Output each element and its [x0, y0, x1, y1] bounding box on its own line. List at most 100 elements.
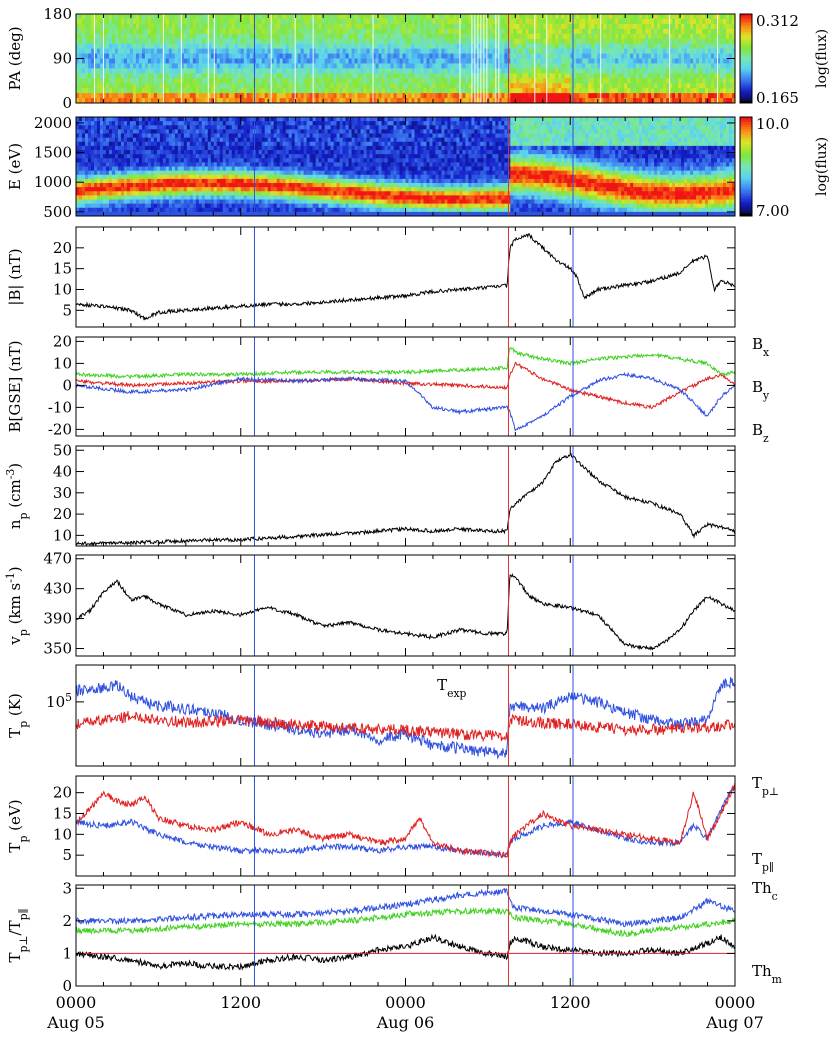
- heatmap-cell: [258, 18, 263, 25]
- heatmap-cell: [105, 43, 110, 50]
- heatmap-cell: [324, 14, 329, 20]
- heatmap-cell: [273, 43, 278, 50]
- heatmap-cell: [558, 78, 562, 84]
- heatmap-cell: [315, 73, 320, 79]
- colorbar-swatch: [740, 16, 752, 19]
- heatmap-cell: [132, 133, 137, 139]
- heatmap-cell: [222, 14, 227, 20]
- heatmap-cell: [189, 33, 194, 40]
- heatmap-cell: [408, 63, 412, 69]
- heatmap-cell: [687, 78, 691, 84]
- heatmap-cell: [276, 93, 281, 99]
- heatmap-cell: [357, 28, 361, 35]
- heatmap-cell: [174, 211, 179, 216]
- heatmap-cell: [477, 43, 481, 50]
- heatmap-cell: [240, 33, 245, 40]
- heatmap-cell: [483, 63, 487, 69]
- heatmap-cell: [582, 53, 586, 59]
- heatmap-cell: [570, 33, 574, 40]
- heatmap-cell: [498, 98, 502, 103]
- heatmap-cell: [324, 18, 329, 25]
- heatmap-cell: [651, 33, 655, 40]
- heatmap-cell: [339, 88, 343, 94]
- heatmap-cell: [180, 158, 185, 163]
- heatmap-cell: [108, 63, 113, 69]
- heatmap-cell: [306, 58, 311, 64]
- heatmap-cell: [156, 125, 161, 130]
- heatmap-cell: [156, 28, 161, 35]
- heatmap-cell: [462, 48, 466, 54]
- heatmap-cell: [525, 53, 529, 59]
- heatmap-cell: [87, 63, 92, 69]
- heatmap-cell: [642, 53, 646, 59]
- heatmap-cell: [201, 28, 206, 35]
- heatmap-cell: [276, 23, 281, 30]
- heatmap-cell: [105, 207, 110, 213]
- heatmap-cell: [654, 48, 658, 54]
- heatmap-cell: [570, 14, 574, 20]
- heatmap-cell: [378, 18, 382, 25]
- heatmap-cell: [498, 23, 502, 30]
- heatmap-cell: [186, 53, 191, 59]
- heatmap-cell: [573, 63, 577, 69]
- heatmap-cell: [504, 38, 508, 45]
- heatmap-cell: [141, 83, 146, 89]
- heatmap-cell: [675, 58, 679, 64]
- heatmap-cell: [117, 58, 122, 64]
- heatmap-cell: [147, 23, 152, 30]
- heatmap-cell: [594, 58, 598, 64]
- heatmap-cell: [390, 48, 394, 54]
- heatmap-cell: [432, 63, 436, 69]
- heatmap-cell: [657, 58, 661, 64]
- heatmap-cell: [114, 199, 119, 205]
- colorbar-swatch: [740, 40, 752, 44]
- heatmap-cell: [138, 28, 143, 35]
- heatmap-cell: [669, 38, 673, 45]
- heatmap-cell: [537, 98, 541, 103]
- heatmap-cell: [405, 83, 409, 89]
- heatmap-cell: [627, 83, 631, 89]
- heatmap-cell: [132, 78, 137, 84]
- heatmap-cell: [345, 98, 349, 103]
- heatmap-cell: [669, 53, 673, 59]
- heatmap-cell: [177, 207, 182, 213]
- heatmap-cell: [618, 33, 622, 40]
- heatmap-cell: [243, 68, 248, 74]
- heatmap-cell: [357, 58, 361, 64]
- heatmap-cell: [591, 48, 595, 54]
- heatmap-cell: [684, 53, 688, 59]
- heatmap-cell: [297, 58, 302, 64]
- heatmap-cell: [105, 141, 110, 147]
- heatmap-cell: [603, 58, 607, 64]
- heatmap-cell: [546, 68, 550, 74]
- heatmap-cell: [153, 137, 158, 143]
- heatmap-cell: [555, 83, 559, 89]
- heatmap-cell: [120, 166, 125, 172]
- heatmap-cell: [228, 48, 233, 54]
- heatmap-cell: [81, 129, 86, 134]
- heatmap-cell: [429, 93, 433, 99]
- heatmap-cell: [351, 73, 355, 79]
- colorbar-swatch: [740, 38, 752, 42]
- heatmap-cell: [612, 48, 616, 54]
- heatmap-cell: [267, 38, 272, 45]
- heatmap-cell: [102, 191, 107, 196]
- heatmap-cell: [525, 68, 529, 74]
- heatmap-cell: [237, 58, 242, 64]
- heatmap-cell: [150, 68, 155, 74]
- heatmap-cell: [729, 63, 733, 69]
- heatmap-cell: [258, 28, 263, 35]
- heatmap-cell: [462, 28, 466, 35]
- heatmap-cell: [76, 88, 80, 94]
- heatmap-cell: [348, 53, 352, 59]
- heatmap-cell: [603, 48, 607, 54]
- heatmap-cell: [600, 43, 604, 50]
- heatmap-cell: [561, 68, 565, 74]
- heatmap-cell: [114, 14, 119, 20]
- heatmap-cell: [453, 48, 457, 54]
- heatmap-cell: [573, 28, 577, 35]
- heatmap-cell: [447, 33, 451, 40]
- heatmap-cell: [435, 53, 439, 59]
- heatmap-cell: [249, 23, 254, 30]
- heatmap-cell: [225, 23, 230, 30]
